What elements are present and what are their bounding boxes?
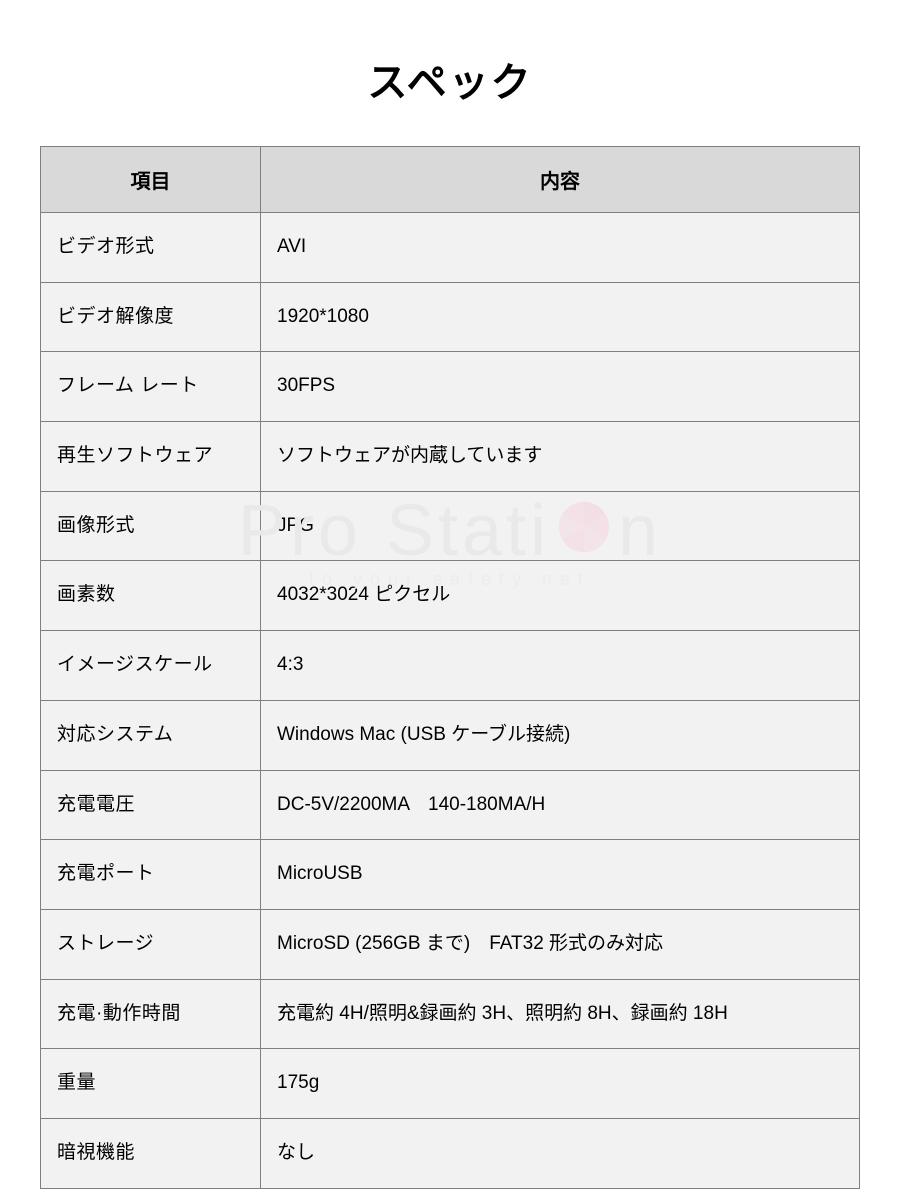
spec-value: Windows Mac (USB ケーブル接続) [261,700,860,770]
spec-key: ビデオ解像度 [41,282,261,352]
page-title: スペック [40,50,860,108]
spec-value: MicroSD (256GB まで) FAT32 形式のみ対応 [261,909,860,979]
spec-key: フレーム レート [41,352,261,422]
table-header-col1: 項目 [41,147,261,213]
table-row: 重量 175g [41,1049,860,1119]
spec-value: 充電約 4H/照明&録画約 3H、照明約 8H、録画約 18H [261,979,860,1049]
spec-value: MicroUSB [261,840,860,910]
table-row: イメージスケール 4:3 [41,631,860,701]
spec-value: AVI [261,213,860,283]
spec-value: ソフトウェアが内蔵しています [261,422,860,492]
table-row: ビデオ形式 AVI [41,213,860,283]
spec-value: 4:3 [261,631,860,701]
spec-value: 1920*1080 [261,282,860,352]
spec-key: 対応システム [41,700,261,770]
spec-key: 画像形式 [41,491,261,561]
spec-key: 画素数 [41,561,261,631]
spec-value: なし [261,1118,860,1188]
table-row: 画像形式 JPG [41,491,860,561]
spec-key: 暗視機能 [41,1118,261,1188]
table-row: 充電ポート MicroUSB [41,840,860,910]
table-row: 再生ソフトウェア ソフトウェアが内蔵しています [41,422,860,492]
table-row: ビデオ解像度 1920*1080 [41,282,860,352]
table-header-row: 項目 内容 [41,147,860,213]
spec-key: 重量 [41,1049,261,1119]
table-row: 充電·動作時間 充電約 4H/照明&録画約 3H、照明約 8H、録画約 18H [41,979,860,1049]
table-row: フレーム レート 30FPS [41,352,860,422]
table-row: 充電電圧 DC-5V/2200MA 140-180MA/H [41,770,860,840]
table-body: ビデオ形式 AVI ビデオ解像度 1920*1080 フレーム レート 30FP… [41,213,860,1189]
table-header-col2: 内容 [261,147,860,213]
spec-key: 充電電圧 [41,770,261,840]
table-row: 対応システム Windows Mac (USB ケーブル接続) [41,700,860,770]
spec-key: ビデオ形式 [41,213,261,283]
spec-table: 項目 内容 ビデオ形式 AVI ビデオ解像度 1920*1080 フレーム レー… [40,146,860,1189]
page-root: スペック 項目 内容 ビデオ形式 AVI ビデオ解像度 1920*1080 フレ… [0,0,900,1200]
spec-value: DC-5V/2200MA 140-180MA/H [261,770,860,840]
spec-key: 充電·動作時間 [41,979,261,1049]
spec-value: 175g [261,1049,860,1119]
spec-key: 充電ポート [41,840,261,910]
table-row: 暗視機能 なし [41,1118,860,1188]
spec-value: 30FPS [261,352,860,422]
spec-value: 4032*3024 ピクセル [261,561,860,631]
spec-key: ストレージ [41,909,261,979]
table-row: 画素数 4032*3024 ピクセル [41,561,860,631]
table-row: ストレージ MicroSD (256GB まで) FAT32 形式のみ対応 [41,909,860,979]
spec-key: イメージスケール [41,631,261,701]
spec-key: 再生ソフトウェア [41,422,261,492]
spec-value: JPG [261,491,860,561]
